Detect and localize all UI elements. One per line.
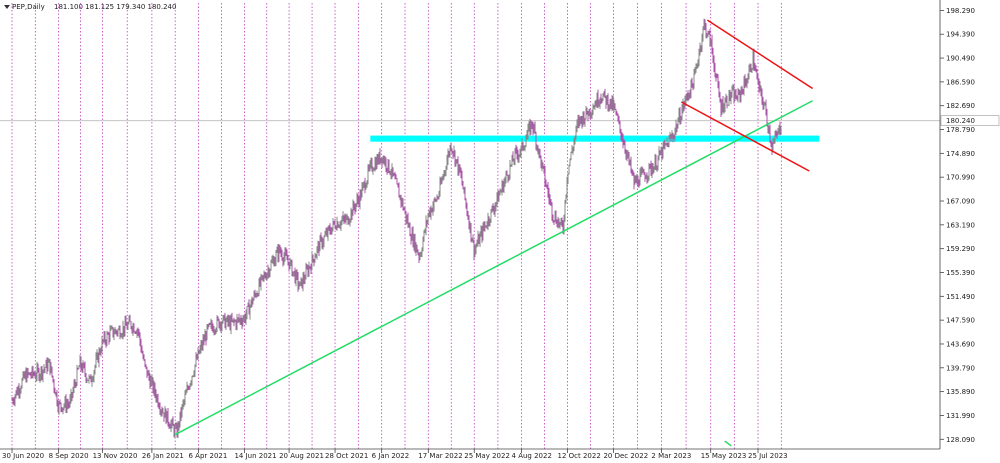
x-tick-label: 20 Aug 2021 (279, 452, 324, 460)
y-tick-label: 155.390 (946, 269, 975, 277)
dropdown-arrow-icon[interactable] (4, 5, 10, 9)
x-tick-label: 4 Aug 2022 (512, 452, 552, 460)
trendline (724, 440, 732, 447)
support-zone (370, 135, 820, 142)
y-tick-label: 182.690 (946, 102, 975, 110)
x-tick-label: 30 Jun 2020 (2, 452, 44, 460)
y-tick-label: 131.990 (946, 412, 975, 420)
ohlc-label: 181.100 181.125 179.340 180.240 (54, 3, 176, 11)
y-tick-label: 159.290 (946, 245, 975, 253)
y-tick-label: 128.090 (946, 436, 975, 444)
y-tick-label: 170.990 (946, 174, 975, 182)
x-tick-label: 20 Dec 2022 (603, 452, 648, 460)
x-tick-label: 26 Jan 2021 (142, 452, 184, 460)
symbol-label: PEP,Daily (12, 3, 45, 11)
x-tick-label: 13 Nov 2020 (93, 452, 138, 460)
x-tick-label: 15 May 2023 (701, 452, 747, 460)
y-tick-label: 198.290 (946, 7, 975, 15)
trendline (706, 19, 814, 90)
grid-layer (0, 3, 940, 449)
chart-header: PEP,Daily 181.100 181.125 179.340 180.24… (4, 3, 176, 11)
x-tick-label: 6 Jan 2022 (372, 452, 410, 460)
x-tick-label: 12 Oct 2022 (558, 452, 601, 460)
x-tick-label: 2 Mar 2023 (651, 452, 691, 460)
current-price-label: 180.240 (946, 117, 975, 125)
y-tick-label: 139.790 (946, 364, 975, 372)
y-tick-label: 147.590 (946, 317, 975, 325)
y-tick-label: 151.490 (946, 293, 975, 301)
trendline (681, 101, 810, 172)
y-tick-label: 174.890 (946, 150, 975, 158)
y-tick-label: 194.390 (946, 31, 975, 39)
current-price-box (940, 115, 1000, 126)
x-tick-label: 17 Mar 2022 (418, 452, 462, 460)
x-tick-label: 6 Apr 2021 (189, 452, 228, 460)
trend-layer (174, 19, 814, 447)
y-tick-label: 135.890 (946, 388, 975, 396)
x-tick-label: 28 Oct 2021 (325, 452, 368, 460)
x-tick-label: 25 Jul 2023 (748, 452, 788, 460)
y-tick-label: 167.090 (946, 198, 975, 206)
y-tick-label: 143.690 (946, 340, 975, 348)
y-tick-label: 186.590 (946, 78, 975, 86)
price-layer (11, 18, 782, 439)
y-tick-label: 190.490 (946, 55, 975, 63)
x-tick-label: 25 May 2022 (464, 452, 510, 460)
x-tick-label: 8 Sep 2020 (49, 452, 89, 460)
trendline (174, 100, 813, 436)
zone-layer (370, 135, 820, 142)
y-tick-label: 178.790 (946, 126, 975, 134)
x-tick-label: 14 Jun 2021 (234, 452, 276, 460)
y-tick-label: 163.190 (946, 221, 975, 229)
